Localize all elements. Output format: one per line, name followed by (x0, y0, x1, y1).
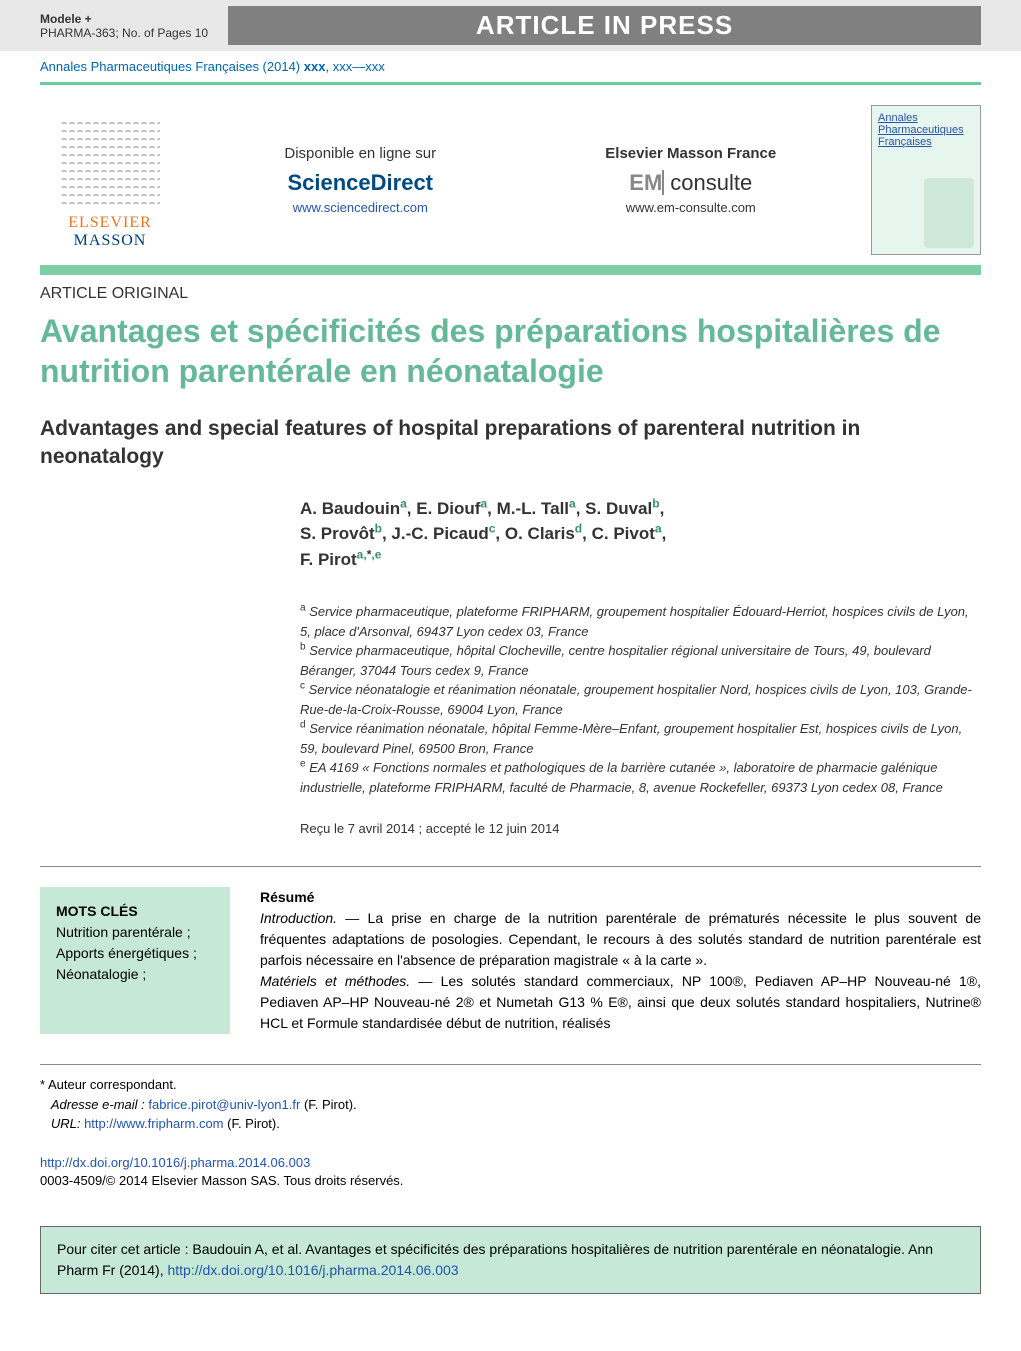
corresponding-author: * Auteur correspondant. (40, 1075, 981, 1095)
divider-green-band (40, 265, 981, 275)
author: O. Clarisd (505, 524, 582, 543)
elsevier-text: ELSEVIER (68, 214, 152, 232)
affiliation: c Service néonatalogie et réanimation né… (300, 680, 981, 719)
keywords-list: Nutrition parentérale ; Apports énergéti… (56, 922, 214, 985)
abstract-section: MOTS CLÉS Nutrition parentérale ; Apport… (0, 867, 1021, 1044)
affiliation: a Service pharmaceutique, plateforme FRI… (300, 602, 981, 641)
citation-box: Pour citer cet article : Baudouin A, et … (40, 1226, 981, 1294)
journal-citation-link[interactable]: Annales Pharmaceutiques Françaises (2014… (40, 59, 385, 74)
authors-block: A. Baudouina, E. Dioufa, M.-L. Talla, S.… (0, 476, 1021, 583)
received-accepted-dates: Reçu le 7 avril 2014 ; accepté le 12 jui… (0, 807, 1021, 866)
article-ref: PHARMA-363; No. of Pages 10 (40, 26, 208, 40)
footnotes-block: * Auteur correspondant. Adresse e-mail :… (40, 1064, 981, 1140)
sciencedirect-url[interactable]: www.sciencedirect.com (210, 200, 511, 215)
affiliation: d Service réanimation néonatale, hôpital… (300, 719, 981, 758)
thumb-line1: Annales (878, 112, 974, 124)
author: S. Duvalb (585, 499, 659, 518)
thumb-line3: Françaises (878, 136, 974, 148)
article-title-fr: Avantages et spécificités des préparatio… (0, 303, 1021, 395)
url-link[interactable]: http://www.fripharm.com (84, 1116, 223, 1131)
emconsulte-block: Elsevier Masson France EMconsulte www.em… (541, 145, 842, 215)
author: A. Baudouina (300, 499, 407, 518)
resume-methods: Matériels et méthodes. — Les solutés sta… (260, 971, 981, 1034)
author: J.-C. Picaudc (391, 524, 495, 543)
elsevier-tree-icon (60, 120, 160, 210)
author-url: URL: http://www.fripharm.com (F. Pirot). (40, 1114, 981, 1134)
masson-text: MASSON (74, 232, 147, 250)
em-brand-label: Elsevier Masson France (541, 145, 842, 162)
sciencedirect-logo-text: ScienceDirect (210, 170, 511, 196)
methods-label: Matériels et méthodes. — (260, 973, 441, 989)
emconsulte-url[interactable]: www.em-consulte.com (541, 200, 842, 215)
author: M.-L. Talla (497, 499, 576, 518)
keywords-heading: MOTS CLÉS (56, 901, 214, 922)
top-bar: Modele + PHARMA-363; No. of Pages 10 ART… (0, 0, 1021, 51)
resume-box: Résumé Introduction. — La prise en charg… (260, 887, 981, 1034)
model-ref: Modele + PHARMA-363; No. of Pages 10 (40, 12, 208, 40)
article-type-label: ARTICLE ORIGINAL (0, 275, 1021, 303)
em-prefix: EM (629, 170, 662, 195)
intro-label: Introduction. — (260, 910, 368, 926)
resume-heading: Résumé (260, 887, 981, 908)
doi-link[interactable]: http://dx.doi.org/10.1016/j.pharma.2014.… (40, 1155, 310, 1170)
author-email: Adresse e-mail : fabrice.pirot@univ-lyon… (40, 1095, 981, 1115)
model-label: Modele + (40, 12, 92, 26)
resume-intro: Introduction. — La prise en charge de la… (260, 908, 981, 971)
copyright-text: 0003-4509/© 2014 Elsevier Masson SAS. To… (40, 1173, 403, 1188)
publisher-header: ELSEVIER MASSON Disponible en ligne sur … (0, 85, 1021, 265)
author: C. Pivota (592, 524, 662, 543)
author: E. Dioufa (416, 499, 487, 518)
thumb-art (924, 178, 974, 248)
journal-cover-thumbnail: Annales Pharmaceutiques Françaises (871, 105, 981, 255)
keywords-box: MOTS CLÉS Nutrition parentérale ; Apport… (40, 887, 230, 1034)
emconsulte-logo-text: EMconsulte (541, 170, 842, 196)
available-online-label: Disponible en ligne sur (210, 145, 511, 162)
affiliations-block: a Service pharmaceutique, plateforme FRI… (0, 582, 1021, 807)
doi-copyright-block: http://dx.doi.org/10.1016/j.pharma.2014.… (0, 1140, 1021, 1208)
elsevier-masson-logo: ELSEVIER MASSON (40, 110, 180, 250)
email-link[interactable]: fabrice.pirot@univ-lyon1.fr (148, 1097, 300, 1112)
affiliation: b Service pharmaceutique, hôpital Cloche… (300, 641, 981, 680)
author: S. Provôtb (300, 524, 382, 543)
citation-doi-link[interactable]: http://dx.doi.org/10.1016/j.pharma.2014.… (167, 1262, 458, 1278)
sciencedirect-block: Disponible en ligne sur ScienceDirect ww… (210, 145, 511, 215)
journal-citation: Annales Pharmaceutiques Françaises (2014… (0, 51, 1021, 82)
article-title-en: Advantages and special features of hospi… (0, 395, 1021, 476)
thumb-line2: Pharmaceutiques (878, 124, 974, 136)
in-press-banner: ARTICLE IN PRESS (228, 6, 981, 45)
affiliation: e EA 4169 « Fonctions normales et pathol… (300, 758, 981, 797)
em-suffix: consulte (662, 170, 752, 195)
author: F. Pirota,*,e (300, 550, 381, 569)
